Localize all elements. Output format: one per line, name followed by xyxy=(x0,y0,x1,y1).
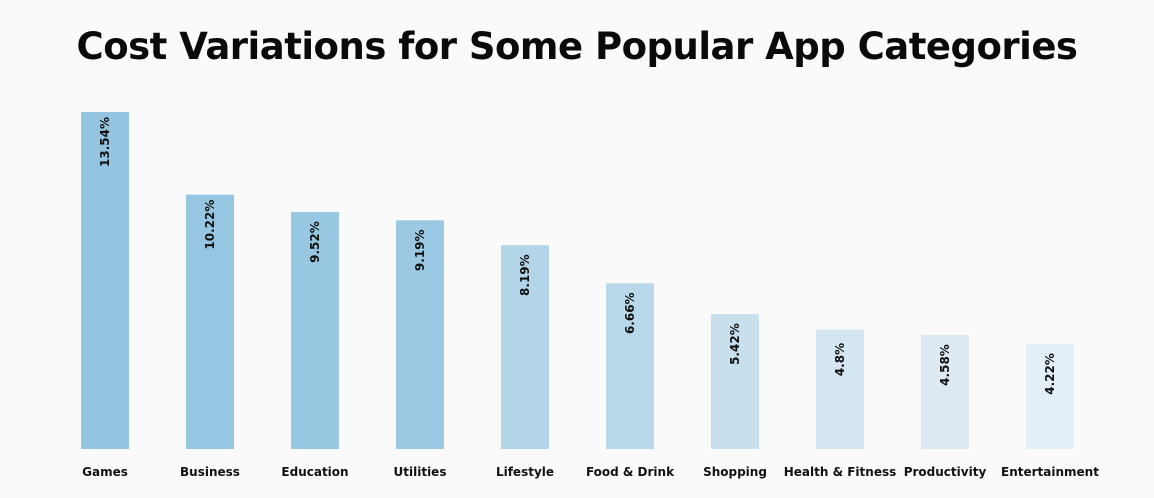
bar-health-fitness xyxy=(816,329,864,449)
bar-entertainment xyxy=(1026,343,1074,449)
category-label-education: Education xyxy=(281,465,348,479)
value-labels-group: 13.54% 10.22% 9.52% 9.19% 8.19% 6.66% 5.42% 4.8… xyxy=(98,117,1057,395)
bar-business xyxy=(186,194,234,449)
value-label-shopping: 5.42% xyxy=(728,323,742,365)
value-label-games: 13.54% xyxy=(98,117,112,167)
value-label-food-drink: 6.66% xyxy=(623,292,637,334)
bar-food-drink xyxy=(606,283,654,449)
value-label-utilities: 9.19% xyxy=(413,229,427,271)
category-label-business: Business xyxy=(180,465,240,479)
bar-lifestyle xyxy=(501,245,549,449)
bar-utilities xyxy=(396,220,444,449)
category-label-utilities: Utilities xyxy=(394,465,447,479)
bar-shopping xyxy=(711,314,759,449)
value-label-business: 10.22% xyxy=(203,200,217,250)
bar-productivity xyxy=(921,335,969,449)
category-labels-group: Games Business Education Utilities Lifestyle… xyxy=(82,465,1099,479)
bar-education xyxy=(291,212,339,449)
category-label-food-drink: Food & Drink xyxy=(586,465,675,479)
chart-title: Cost Variations for Some Popular App Cat… xyxy=(76,25,1078,68)
value-label-health-fitness: 4.8% xyxy=(833,343,847,376)
value-label-productivity: 4.58% xyxy=(938,344,952,386)
bars-group xyxy=(81,112,1074,449)
bar-games xyxy=(81,112,129,449)
category-label-shopping: Shopping xyxy=(703,465,767,479)
value-label-education: 9.52% xyxy=(308,221,322,263)
value-label-entertainment: 4.22% xyxy=(1043,353,1057,395)
value-label-lifestyle: 8.19% xyxy=(518,254,532,296)
category-label-health-fitness: Health & Fitness xyxy=(784,465,897,479)
category-label-lifestyle: Lifestyle xyxy=(496,465,554,479)
category-label-games: Games xyxy=(82,465,128,479)
category-label-productivity: Productivity xyxy=(904,465,987,479)
category-label-entertainment: Entertainment xyxy=(1001,465,1099,479)
